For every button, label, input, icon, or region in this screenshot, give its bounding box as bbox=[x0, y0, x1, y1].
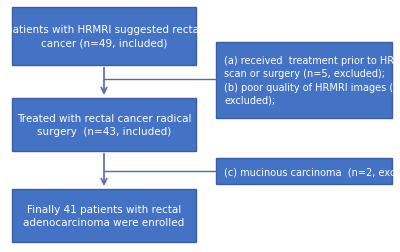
FancyBboxPatch shape bbox=[216, 159, 392, 184]
FancyBboxPatch shape bbox=[216, 43, 392, 118]
Text: Treated with rectal cancer radical
surgery  (n=43, included): Treated with rectal cancer radical surge… bbox=[17, 113, 191, 136]
FancyBboxPatch shape bbox=[12, 8, 196, 66]
Text: (c) mucinous carcinoma  (n=2, excluded): (c) mucinous carcinoma (n=2, excluded) bbox=[224, 166, 400, 176]
Text: patients with HRMRI suggested rectal
cancer (n=49, included): patients with HRMRI suggested rectal can… bbox=[6, 25, 202, 48]
Text: Finally 41 patients with rectal
adenocarcinoma were enrolled: Finally 41 patients with rectal adenocar… bbox=[23, 204, 185, 227]
Text: (a) received  treatment prior to HRMRI
scan or surgery (n=5, excluded);
(b) poor: (a) received treatment prior to HRMRI sc… bbox=[224, 56, 400, 105]
FancyBboxPatch shape bbox=[12, 189, 196, 242]
FancyBboxPatch shape bbox=[12, 98, 196, 151]
